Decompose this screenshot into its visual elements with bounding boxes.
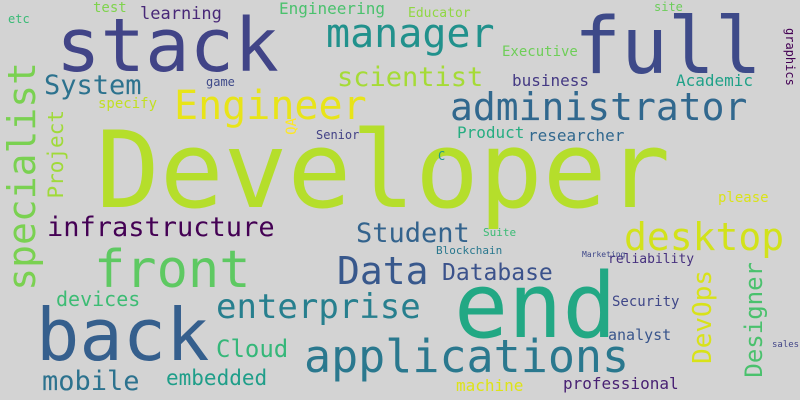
word-site: site — [654, 0, 683, 14]
word-devices: devices — [56, 287, 141, 311]
word-etc: etc — [8, 12, 30, 26]
word-senior: Senior — [316, 128, 360, 142]
word-educator: Educator — [408, 6, 471, 21]
word-business: business — [512, 71, 590, 90]
word-researcher: researcher — [528, 126, 625, 145]
word-cloud: Cloud — [216, 335, 289, 363]
word-game: game — [206, 75, 235, 89]
word-marketing: Marketing — [582, 250, 626, 259]
word-applications: applications — [304, 330, 630, 383]
word-system: System — [44, 70, 142, 101]
word-engineering: Engineering — [279, 0, 385, 18]
word-student: Student — [356, 218, 470, 249]
word-scientist: scientist — [337, 62, 484, 93]
word-security: Security — [612, 294, 680, 310]
word-infrastructure: infrastructure — [47, 212, 275, 243]
word-reliability: reliability — [608, 252, 695, 267]
word-project: Project — [44, 110, 68, 199]
word-sales: sales — [772, 340, 800, 350]
word-designer: Designer — [740, 262, 768, 378]
word-please: please — [718, 190, 769, 206]
word-enterprise: enterprise — [216, 287, 421, 327]
word-c: C — [438, 149, 446, 163]
word-academic: Academic — [676, 71, 754, 90]
word-qa: QA — [284, 118, 300, 135]
word-learning: learning — [140, 4, 222, 24]
word-full: full — [574, 2, 762, 92]
word-end: end — [454, 254, 617, 359]
word-back: back — [36, 293, 210, 377]
word-desktop: desktop — [624, 215, 785, 259]
word-machine: machine — [456, 376, 524, 395]
word-front: front — [94, 240, 251, 300]
word-professional: professional — [563, 374, 679, 393]
word-suite: Suite — [483, 226, 517, 239]
word-stack: stack — [56, 3, 279, 89]
word-manager: manager — [326, 11, 495, 57]
word-developer: Developer — [96, 109, 671, 232]
word-database: Database — [442, 260, 553, 286]
word-data: Data — [337, 249, 429, 293]
word-blockchain: Blockchain — [436, 244, 503, 257]
word-test: test — [93, 0, 127, 16]
word-specialist: specialist — [0, 62, 44, 291]
word-mobile: mobile — [42, 366, 140, 397]
word-analyst: analyst — [608, 326, 672, 344]
word-specify: specify — [98, 96, 158, 112]
word-graphics: graphics — [783, 28, 797, 86]
word-product: Product — [457, 123, 525, 142]
word-administrator: administrator — [450, 85, 748, 129]
word-devops: DevOps — [688, 270, 718, 364]
word-embedded: embedded — [166, 366, 268, 390]
word-engineer: Engineer — [174, 83, 367, 129]
word-executive: Executive — [502, 44, 578, 60]
